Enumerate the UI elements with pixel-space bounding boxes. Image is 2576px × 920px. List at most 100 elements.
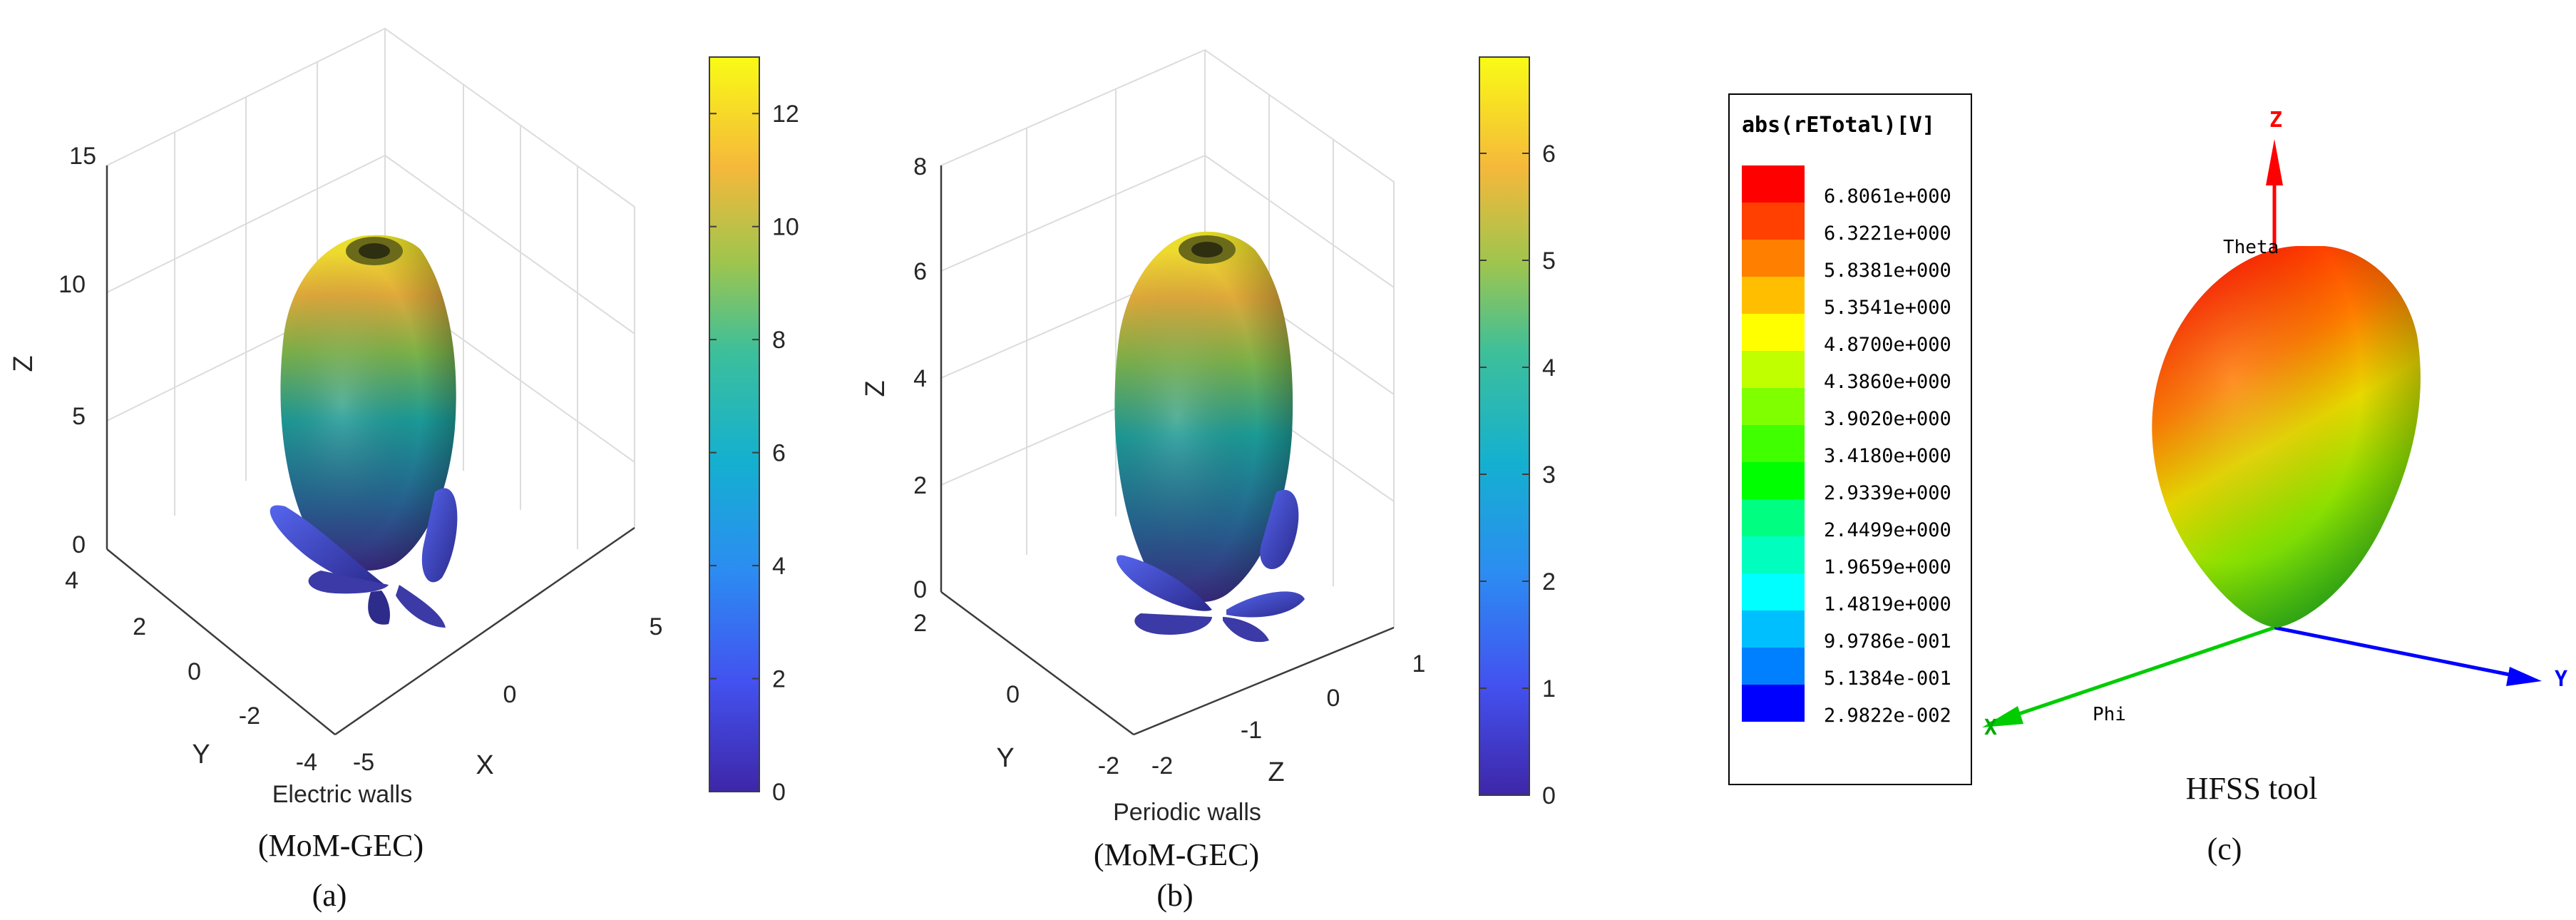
panel-b-x-axis [1133, 626, 1395, 736]
hfss-tool-label: HFSS tool [2186, 771, 2318, 806]
legend-swatch [1742, 499, 1805, 536]
z-tick: 4 [913, 365, 927, 392]
colorbar-tick-label: 0 [772, 779, 786, 806]
y-tick: -2 [239, 702, 260, 730]
x-tick: 5 [650, 613, 663, 640]
legend-swatch [1742, 277, 1805, 314]
legend-value: 3.4180e+000 [1824, 445, 1951, 467]
hfss-y-axis [2274, 625, 2532, 681]
panel-b-boundary-label: Periodic walls [1113, 799, 1261, 826]
panel-a-colorbar [709, 56, 760, 792]
panel-b-y-ticks: 2 0 -2 [913, 610, 1119, 780]
panel-a-x-ticks: -5 0 5 [353, 613, 663, 776]
z-tick: 2 [913, 472, 927, 499]
colorbar-tick-label: 8 [772, 327, 786, 354]
legend-value: 1.9659e+000 [1824, 556, 1951, 578]
legend-swatch [1742, 240, 1805, 277]
legend-value: 6.3221e+000 [1824, 223, 1951, 245]
legend-swatch [1742, 610, 1805, 648]
panel-b-x-ticks: -2 -1 0 1 [1151, 650, 1426, 780]
panel-a-y-axis [106, 548, 336, 735]
z-tick: 0 [72, 531, 86, 558]
x-tick: 0 [1327, 685, 1340, 712]
colorbar-tick-label: 3 [1542, 461, 1556, 489]
legend-swatch [1742, 425, 1805, 462]
legend-value: 5.3541e+000 [1824, 297, 1951, 319]
panel-a-y-label: Y [192, 740, 210, 770]
panel-a: 15 10 5 0 Z 4 2 0 -2 -4 Y -5 0 5 X 0 2 4 6 8… [9, 27, 799, 913]
legend-value: 1.4819e+000 [1824, 593, 1951, 615]
legend-swatch [1742, 536, 1805, 573]
legend-swatch [1742, 165, 1805, 203]
hfss-x-arrow-icon [1982, 706, 2023, 727]
legend-value: 4.8700e+000 [1824, 334, 1951, 356]
hfss-y-label: Y [2555, 667, 2567, 692]
y-tick: 0 [188, 658, 201, 685]
panel-a-panel-label: (a) [312, 878, 347, 913]
panel-a-side-lobes [270, 488, 458, 628]
colorbar-tick-label: 2 [1542, 568, 1556, 596]
panel-a-z-ticks: 15 10 5 0 [58, 143, 96, 558]
legend-value: 2.4499e+000 [1824, 519, 1951, 541]
x-tick: -1 [1241, 717, 1262, 744]
hfss-z-label: Z [2269, 108, 2282, 133]
hfss-y-arrow-icon [2506, 667, 2542, 686]
hfss-legend-title: abs(rETotal)[V] [1742, 113, 1935, 138]
z-tick: 10 [58, 271, 86, 298]
colorbar-tick-label: 4 [772, 553, 786, 580]
panel-a-x-label: X [476, 750, 493, 780]
z-tick: 15 [69, 143, 96, 170]
y-tick: 2 [133, 613, 146, 640]
panel-b-side-lobes [1116, 489, 1305, 643]
panel-b-y-axis [940, 591, 1134, 736]
colorbar-tick-label: 5 [1542, 247, 1556, 275]
panel-b-method-label: (MoM-GEC) [1094, 837, 1259, 872]
panel-a-y-ticks: 4 2 0 -2 -4 [65, 567, 317, 776]
y-tick: 2 [913, 610, 927, 637]
x-tick: -2 [1151, 752, 1173, 780]
legend-swatch [1742, 573, 1805, 610]
panel-b-main-lobe [1114, 231, 1293, 603]
colorbar-tick-label: 12 [772, 101, 799, 128]
y-tick: 0 [1006, 681, 1020, 708]
hfss-x-axis [1989, 625, 2275, 726]
panel-a-z-label: Z [9, 355, 39, 372]
panel-b-colorbar [1479, 56, 1530, 796]
z-tick: 0 [913, 576, 927, 603]
panel-c: abs(rETotal)[V] 6.8061e+000 6.3221e+000 5.… [1728, 93, 2567, 867]
y-tick: -4 [296, 749, 317, 776]
panel-b-panel-label: (b) [1156, 878, 1193, 913]
legend-swatch [1742, 685, 1805, 722]
colorbar-tick-label: 1 [1542, 675, 1556, 702]
z-tick: 8 [913, 153, 927, 180]
panel-a-main-lobe [280, 235, 456, 571]
legend-swatch [1742, 388, 1805, 425]
colorbar-tick-label: 2 [772, 666, 786, 693]
legend-value: 2.9822e-002 [1824, 705, 1951, 727]
colorbar-tick-label: 6 [1542, 140, 1556, 168]
z-tick: 5 [72, 403, 86, 430]
panel-b-colorbar-ticks: 0 1 2 3 4 5 6 [1479, 140, 1556, 809]
hfss-x-label: X [1984, 715, 1997, 740]
colorbar-tick-label: 0 [1542, 782, 1556, 809]
legend-value: 6.8061e+000 [1824, 185, 1951, 208]
legend-swatch [1742, 351, 1805, 388]
x-tick: -5 [353, 749, 374, 776]
hfss-z-arrow-icon [2266, 139, 2283, 185]
panel-b: 8 6 4 2 0 Z 2 0 -2 Y -2 -1 0 1 Z 0 1 2 3 4 5 6… [861, 48, 1556, 913]
hfss-phi-label: Phi [2093, 704, 2126, 725]
panel-c-panel-label: (c) [2207, 832, 2242, 867]
legend-swatch [1742, 648, 1805, 685]
panel-a-x-axis [334, 526, 635, 736]
hfss-legend-items: 6.8061e+000 6.3221e+000 5.8381e+000 5.3541e… [1742, 165, 1951, 727]
panel-a-colorbar-ticks: 0 2 4 6 8 10 12 [709, 101, 799, 806]
colorbar-tick-label: 10 [772, 214, 799, 241]
y-tick: -2 [1098, 752, 1119, 780]
panel-b-z-label: Z [861, 380, 891, 397]
legend-value: 2.9339e+000 [1824, 482, 1951, 504]
legend-value: 3.9020e+000 [1824, 408, 1951, 430]
hfss-theta-label: Theta [2223, 237, 2279, 258]
panel-b-y-label: Y [996, 743, 1014, 773]
panel-a-method-label: (MoM-GEC) [258, 828, 424, 863]
